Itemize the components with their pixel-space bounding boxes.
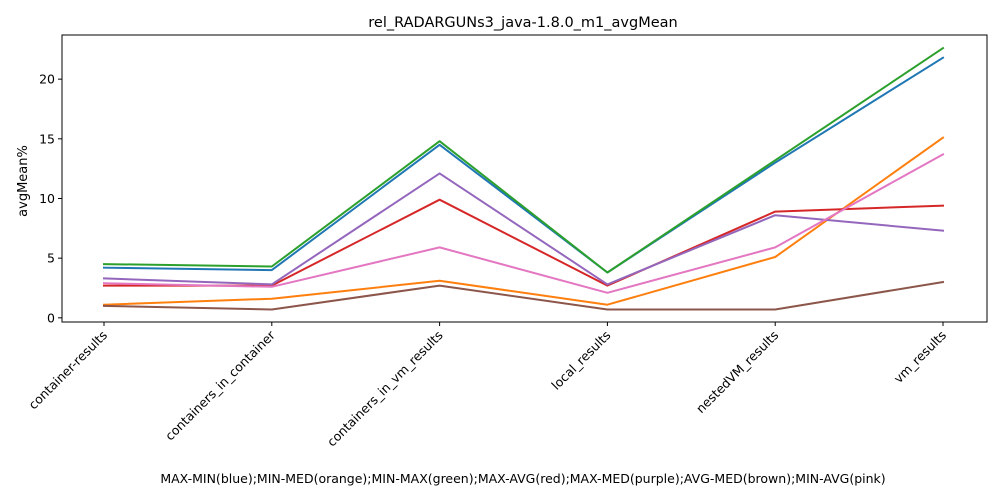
y-tick-label: 20: [39, 72, 55, 87]
x-tick-label: containers_in_vm_results: [324, 328, 446, 450]
series-line-1: [102, 136, 945, 306]
x-tick-label: containers_in_container: [162, 327, 278, 443]
series-line-5: [102, 280, 945, 311]
series-line-2: [102, 46, 945, 274]
x-tick-label: vm_results: [891, 328, 949, 386]
series-line-6: [102, 152, 945, 294]
y-tick-label: 10: [39, 191, 55, 206]
series-line-4: [102, 172, 945, 286]
series-line-0: [102, 56, 945, 274]
x-tick-label: container-results: [25, 328, 110, 413]
y-tick-label: 5: [47, 251, 55, 266]
chart-title: rel_RADARGUNs3_java-1.8.0_m1_avgMean: [368, 15, 677, 31]
y-tick-label: 0: [47, 310, 55, 325]
x-axis-label: MAX-MIN(blue);MIN-MED(orange);MIN-MAX(gr…: [160, 471, 885, 486]
y-axis-label: avgMean%: [16, 145, 31, 217]
plot-area: 0 5 10 15 20 container-results containers_in_c…: [25, 34, 988, 450]
series-line-3: [103, 198, 945, 287]
x-tick-label: local_results: [548, 328, 613, 393]
plot-frame: [61, 34, 988, 323]
y-tick-label: 15: [39, 131, 55, 146]
x-tick-label: nestedVM_results: [693, 328, 781, 416]
